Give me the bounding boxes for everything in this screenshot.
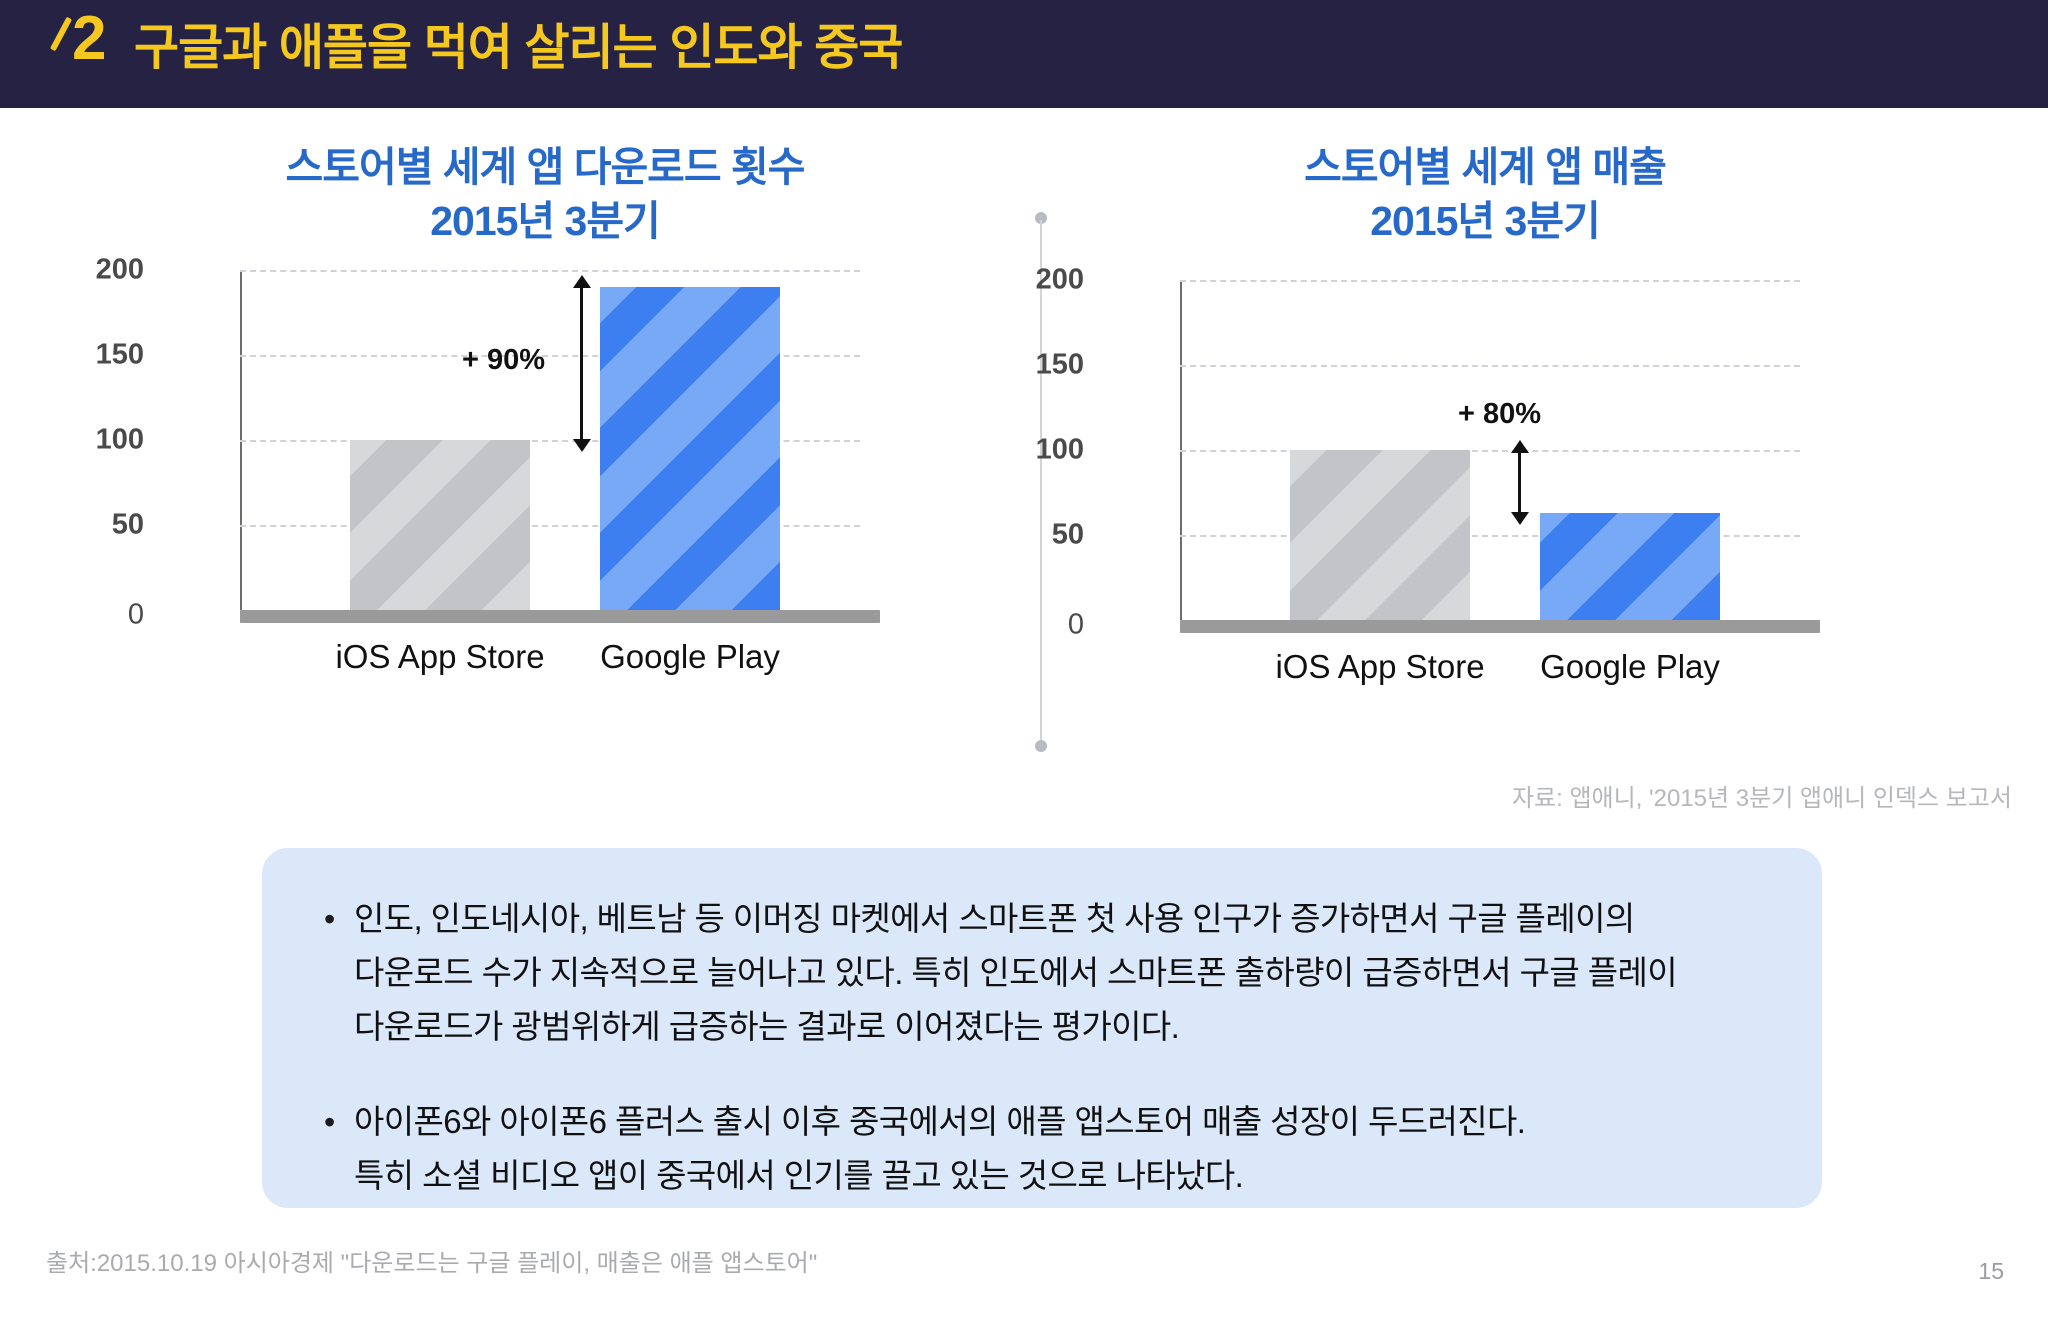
left-baseline (240, 610, 880, 623)
insight-callout-box: • 인도, 인도네시아, 베트남 등 이머징 마켓에서 스마트폰 첫 사용 인구… (262, 848, 1822, 1208)
right-delta-arrow-line (1511, 440, 1529, 525)
right-gridline-200 (1180, 280, 1800, 282)
right-ytick-100: 100 (1035, 433, 1084, 466)
page-title: 구글과 애플을 먹여 살리는 인도와 중국 (134, 21, 903, 75)
bullet-1-line-3: 다운로드가 광범위하게 급증하는 결과로 이어졌다는 평가이다. (354, 1007, 1180, 1045)
divider-dot-bottom (1035, 740, 1047, 752)
left-delta-label: + 90% (462, 344, 546, 376)
right-chart-title-line2: 2015년 3분기 (1370, 198, 1601, 245)
divider-dot-top (1035, 212, 1047, 224)
bullet-1-line-2: 다운로드 수가 지속적으로 늘어나고 있다. 특히 인도에서 스마트폰 출하량이… (354, 953, 1678, 991)
header-tick-mark (49, 16, 73, 52)
chart-source-note: 자료: 앱애니, '2015년 3분기 앱애니 인덱스 보고서 (1511, 785, 2012, 812)
slide-header: 2 구글과 애플을 먹여 살리는 인도와 중국 (0, 0, 2048, 108)
left-chart-title-line1: 스토어별 세계 앱 다운로드 횟수 (285, 144, 806, 190)
bullet-marker-2: • (324, 1104, 336, 1141)
right-ytick-50: 50 (1051, 518, 1084, 551)
left-xlabel-google: Google Play (600, 638, 780, 675)
left-bar-chart: 200 150 100 50 0 + 90% iOS App Store Goo… (96, 254, 940, 700)
left-gridline-150 (240, 355, 860, 357)
right-xlabel-google: Google Play (1540, 648, 1720, 685)
bullet-1-line-1: 인도, 인도네시아, 베트남 등 이머징 마켓에서 스마트폰 첫 사용 인구가 … (354, 900, 1635, 937)
right-bar-ios (1290, 450, 1470, 620)
right-chart-title: 스토어별 세계 앱 매출 2015년 3분기 (1090, 140, 1880, 248)
right-ytick-150: 150 (1035, 348, 1084, 381)
left-xlabel-ios: iOS App Store (335, 638, 545, 675)
right-gridline-50 (1180, 535, 1800, 537)
left-chart-title-line2: 2015년 3분기 (430, 198, 661, 245)
right-chart-panel: 스토어별 세계 앱 매출 2015년 3분기 200 150 100 50 0 (1036, 140, 1880, 685)
left-gridline-200 (240, 270, 860, 272)
right-bar-chart: 200 150 100 50 0 + 80% iOS App Store Goo… (1036, 264, 1880, 710)
right-delta-arrowhead-down (1511, 512, 1529, 525)
left-chart-title: 스토어별 세계 앱 다운로드 횟수 2015년 3분기 (150, 140, 940, 248)
left-ytick-200: 200 (95, 253, 144, 286)
left-bar-google (600, 287, 780, 610)
left-chart-panel: 스토어별 세계 앱 다운로드 횟수 2015년 3분기 200 150 100 … (96, 140, 940, 675)
right-plot-area: 200 150 100 50 0 + 80% iOS App Store Goo… (1036, 264, 1820, 685)
bullet-text-2: 아이폰6와 아이폰6 플러스 출시 이후 중국에서의 애플 앱스토어 매출 성장… (354, 1095, 1526, 1203)
bullet-marker-1: • (324, 901, 336, 937)
right-ytick-200: 200 (1035, 263, 1084, 296)
right-delta-label: + 80% (1458, 398, 1542, 430)
left-ytick-150: 150 (95, 338, 144, 371)
right-gridline-100 (1180, 450, 1800, 452)
left-delta-arrow-line (573, 275, 591, 452)
right-chart-title-line1: 스토어별 세계 앱 매출 (1304, 144, 1667, 190)
right-bar-google (1540, 513, 1720, 620)
left-ytick-100: 100 (95, 423, 144, 456)
panel-divider (1035, 212, 1047, 752)
bullet-2-line-2: 특히 소셜 비디오 앱이 중국에서 인기를 끌고 있는 것으로 나타났다. (354, 1157, 1244, 1195)
bullet-text-1: 인도, 인도네시아, 베트남 등 이머징 마켓에서 스마트폰 첫 사용 인구가 … (354, 892, 1678, 1053)
left-delta-arrowhead-up (573, 275, 591, 288)
page-number: 15 (1978, 1258, 2004, 1284)
header-section-number: 2 (72, 4, 107, 73)
left-bar-ios (350, 440, 530, 610)
bullet-2-line-1: 아이폰6와 아이폰6 플러스 출시 이후 중국에서의 애플 앱스토어 매출 성장… (354, 1103, 1526, 1141)
callout-bullet-2: • 아이폰6와 아이폰6 플러스 출시 이후 중국에서의 애플 앱스토어 매출 … (324, 1095, 1762, 1203)
right-gridline-150 (1180, 365, 1800, 367)
right-xlabel-ios: iOS App Store (1275, 648, 1485, 685)
footer-source-text: 출처:2015.10.19 아시아경제 "다운로드는 구글 플레이, 매출은 애… (46, 1250, 818, 1277)
left-delta-arrowhead-down (573, 439, 591, 452)
callout-bullet-1: • 인도, 인도네시아, 베트남 등 이머징 마켓에서 스마트폰 첫 사용 인구… (324, 892, 1762, 1053)
right-ytick-0: 0 (1067, 608, 1084, 641)
left-ytick-50: 50 (111, 508, 144, 541)
left-ytick-0: 0 (127, 598, 144, 631)
left-plot-area: 200 150 100 50 0 + 90% iOS App Store Goo… (96, 254, 880, 675)
left-gridline-50 (240, 525, 860, 527)
right-baseline (1180, 620, 1820, 633)
right-delta-arrowhead-up (1511, 440, 1529, 453)
divider-line (1040, 220, 1042, 744)
left-gridline-100 (240, 440, 860, 442)
